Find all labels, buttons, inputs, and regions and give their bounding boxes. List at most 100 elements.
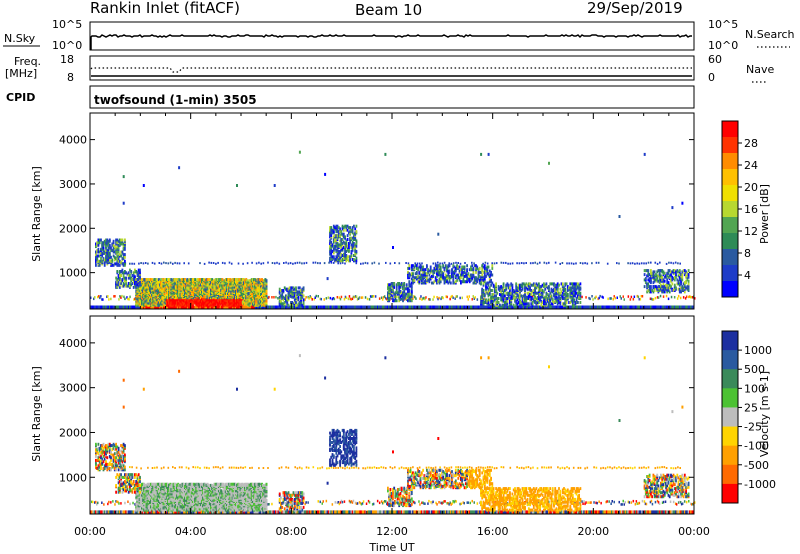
blob-cell-1985 — [203, 295, 206, 299]
patch-cell-3217 — [97, 250, 100, 254]
blob-cell-1866 — [196, 300, 199, 304]
near-cell-783 — [602, 296, 604, 299]
patch-cell-3851 — [482, 289, 485, 292]
patch-cell-3882 — [488, 298, 491, 302]
blob-cell-2138 — [212, 293, 215, 296]
patch-cell-4560 — [663, 275, 666, 279]
patch-cell-3362 — [117, 259, 120, 263]
blob-cell-2933 — [261, 289, 263, 293]
patch-cell-4826 — [139, 268, 141, 272]
blob-cell-2183 — [214, 286, 217, 290]
line-cell-3050 — [199, 262, 201, 265]
patch-cell-3758 — [398, 282, 401, 285]
blob-cell-1018 — [145, 288, 148, 292]
patch-cell-4169 — [538, 294, 540, 298]
ground-cell-13 — [106, 305, 108, 310]
ground-cell-358 — [540, 305, 543, 310]
patch-cell-4445 — [647, 289, 650, 292]
patch-cell-4173 — [538, 287, 540, 291]
blob-cell-1210 — [156, 292, 159, 295]
patch-cell-4078 — [521, 282, 524, 286]
patch-cell-3936 — [499, 293, 501, 296]
line-cell-3041 — [165, 262, 167, 265]
ground-cell-282 — [444, 305, 447, 310]
ground-cell-267 — [426, 305, 428, 310]
patch-cell-4095 — [525, 302, 528, 306]
patch-cell-4910 — [423, 273, 426, 277]
ground-cell-386 — [575, 305, 578, 310]
near-cell-697 — [449, 297, 451, 301]
blob-cell-2591 — [239, 287, 242, 291]
line-cell-3131 — [484, 261, 487, 264]
ground-cell-318 — [490, 305, 492, 310]
blob-cell-1552 — [177, 285, 180, 289]
ground-cell-378 — [565, 305, 568, 310]
patch-cell-4213 — [545, 302, 548, 306]
patch-cell-3748 — [397, 291, 399, 295]
ground-cell-101 — [217, 305, 219, 310]
blob-cell-1955 — [201, 282, 203, 286]
blob-cell-2444 — [230, 290, 233, 294]
blob-cell-2607 — [240, 289, 243, 293]
near-cell-808 — [651, 298, 654, 301]
blob-cell-2283 — [221, 303, 224, 307]
patch-cell-4885 — [419, 273, 422, 277]
patch-cell-4361 — [569, 286, 572, 290]
patch-cell-3279 — [106, 255, 109, 259]
blob-cell-1205 — [156, 300, 159, 304]
patch-cell-3340 — [115, 257, 117, 261]
blob-cell-2620 — [241, 288, 244, 292]
blob-cell-2069 — [207, 283, 210, 287]
blob-cell-1495 — [173, 285, 176, 289]
patch-cell-4767 — [129, 282, 131, 285]
blob-cell-2566 — [238, 301, 241, 305]
blob-cell-1141 — [152, 280, 155, 284]
patch-cell-3571 — [342, 235, 345, 239]
patch-cell-4729 — [118, 270, 121, 273]
blob-cell-1481 — [172, 278, 175, 282]
patch-cell-3517 — [337, 250, 340, 253]
blob-cell-1733 — [188, 303, 191, 307]
patch-cell-3940 — [500, 298, 502, 302]
patch-cell-3533 — [339, 239, 341, 243]
blob-cell-2097 — [210, 294, 212, 298]
patch-cell-4913 — [423, 268, 426, 272]
patch-cell-4250 — [551, 298, 554, 302]
patch-cell-4138 — [532, 298, 535, 302]
line-cell-3146 — [525, 262, 527, 264]
patch-cell-4338 — [565, 298, 568, 302]
ground-cell-264 — [422, 305, 424, 310]
blob-cell-2101 — [210, 287, 212, 291]
patch-cell-3202 — [95, 242, 97, 246]
ground-cell-333 — [509, 305, 511, 310]
patch-cell-3404 — [124, 259, 126, 263]
ground-cell-294 — [460, 305, 462, 310]
ground-cell-97 — [212, 305, 214, 310]
patch-cell-4039 — [515, 282, 518, 286]
line-cell-3126 — [459, 262, 462, 265]
patch-cell-4407 — [575, 285, 578, 289]
line-cell-3125 — [457, 262, 459, 264]
blob-cell-2661 — [244, 286, 246, 290]
patch-cell-4152 — [534, 286, 536, 290]
ground-cell-154 — [283, 305, 286, 310]
ground-cell-415 — [612, 305, 614, 310]
patch-cell-3556 — [341, 247, 344, 251]
ground-cell-207 — [350, 305, 353, 310]
patch-cell-3929 — [496, 297, 499, 300]
patch-cell-4514 — [657, 274, 660, 278]
patch-cell-3269 — [105, 249, 107, 253]
line-cell-3049 — [187, 262, 190, 265]
blob-cell-1835 — [194, 300, 197, 304]
patch-cell-3946 — [500, 285, 502, 289]
line-cell-3111 — [414, 262, 416, 265]
patch-cell-3779 — [402, 283, 404, 287]
near-cell-628 — [347, 297, 350, 301]
patch-cell-4258 — [553, 287, 555, 291]
line-cell-3140 — [509, 262, 512, 265]
patch-cell-3445 — [330, 226, 333, 230]
blob-cell-2911 — [259, 295, 262, 299]
ground-cell-186 — [324, 305, 326, 310]
near-cell-650 — [378, 297, 381, 300]
patch-cell-4308 — [561, 302, 564, 306]
